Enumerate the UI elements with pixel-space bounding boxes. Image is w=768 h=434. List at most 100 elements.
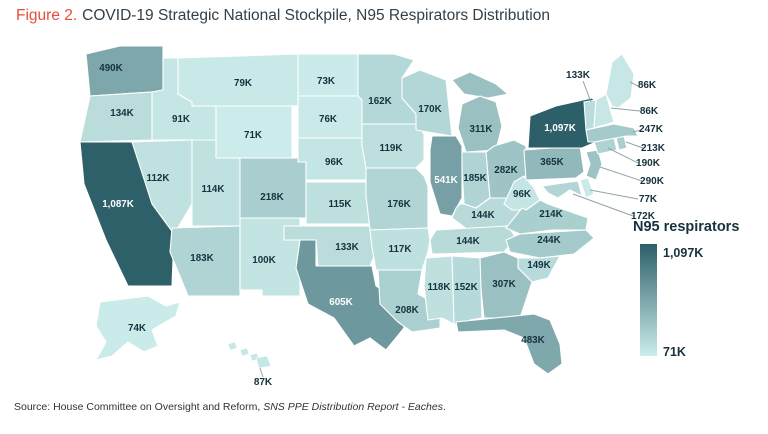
state-value-sd: 76K <box>319 114 337 125</box>
state-value-sc: 149K <box>527 260 550 271</box>
state-wv <box>503 175 541 211</box>
state-hi <box>255 355 272 369</box>
callout-line-hi <box>259 367 264 378</box>
state-ms <box>423 255 455 325</box>
state-value-mo: 176K <box>387 199 410 210</box>
state-value-ia: 119K <box>380 143 403 154</box>
state-value-pa: 365K <box>540 157 563 168</box>
state-ar <box>369 227 431 271</box>
state-mi <box>451 71 509 99</box>
state-value-az: 183K <box>190 253 213 264</box>
state-mo <box>365 167 429 231</box>
state-value-ne: 96K <box>325 157 343 168</box>
state-value-ut: 114K <box>202 184 225 195</box>
state-mi <box>457 95 503 153</box>
state-value-va: 214K <box>539 209 562 220</box>
state-wa <box>85 45 164 97</box>
state-value-ak: 74K <box>128 323 146 334</box>
state-az <box>169 225 241 297</box>
figure-number: Figure 2. <box>16 7 78 24</box>
state-value-ct: 190K <box>636 158 661 169</box>
figure-title-text: COVID-19 Strategic National Stockpile, N… <box>82 7 550 24</box>
state-tx <box>295 239 405 351</box>
legend-gradient-bar <box>640 244 657 356</box>
callout-line-me <box>629 81 639 87</box>
callout-line-nh <box>610 107 641 112</box>
callout-line-ma <box>632 129 642 133</box>
callout-labels-layer: 290K 77K 172K 190K 213K 247K 133K 86K 86K 87K <box>254 70 666 388</box>
state-value-wy: 71K <box>244 130 262 141</box>
state-value-in: 185K <box>463 173 486 184</box>
state-md <box>541 180 583 199</box>
source-prefix: Source: House Committee on Oversight and… <box>14 401 264 413</box>
state-value-hi: 87K <box>254 377 273 388</box>
state-hi <box>227 341 238 351</box>
state-il <box>429 135 463 217</box>
state-value-vt: 133K <box>566 70 591 81</box>
state-de <box>579 177 595 199</box>
state-value-de: 77K <box>639 194 658 205</box>
state-value-nm: 100K <box>252 255 275 266</box>
state-labels-layer: 490K 134K 1,087K 112K 91K 79K 71K 114K 218K 183K 1… <box>99 63 576 346</box>
state-me <box>605 53 635 109</box>
state-value-ny: 1,097K <box>544 123 576 134</box>
source-report-name: SNS PPE Distribution Report - Eaches <box>263 401 443 413</box>
source-suffix: . <box>442 401 446 413</box>
state-fl <box>455 313 563 375</box>
state-value-or: 134K <box>110 108 133 119</box>
figure-title: Figure 2. COVID-19 Strategic National Sto… <box>16 7 550 25</box>
callout-line-vt <box>582 80 592 103</box>
state-nj <box>585 149 603 181</box>
state-value-nd: 73K <box>317 76 335 87</box>
state-value-oh: 282K <box>494 165 517 176</box>
state-value-ky: 144K <box>471 210 494 221</box>
state-ga <box>479 251 533 319</box>
state-value-ri: 213K <box>641 143 666 154</box>
state-value-mn: 162K <box>368 96 391 107</box>
state-value-mi: 311K <box>470 124 493 135</box>
state-value-mt: 79K <box>234 78 252 89</box>
state-la <box>377 269 441 333</box>
state-nd <box>297 53 359 97</box>
state-value-al: 152K <box>454 282 477 293</box>
state-ma <box>585 123 639 143</box>
state-hi <box>239 347 250 357</box>
state-value-ks: 115K <box>329 199 352 210</box>
legend-min-label: 71K <box>663 345 686 359</box>
state-co <box>239 157 307 219</box>
callout-line-ct <box>607 147 639 164</box>
state-value-nc: 244K <box>537 235 560 246</box>
states-layer <box>79 45 639 375</box>
state-value-wa: 490K <box>99 63 122 74</box>
state-ak <box>95 295 181 361</box>
state-value-nj: 290K <box>640 176 665 187</box>
state-value-nh: 86K <box>640 106 659 117</box>
state-value-il: 541K <box>434 175 457 186</box>
state-value-me: 86K <box>638 80 657 91</box>
state-nc <box>505 229 595 259</box>
callout-line-nj <box>599 166 643 182</box>
state-value-ok: 133K <box>335 242 358 253</box>
callout-line-md <box>572 193 634 217</box>
state-value-ca: 1,087K <box>102 199 134 210</box>
state-value-wi: 170K <box>418 104 441 115</box>
legend-max-label: 1,097K <box>663 246 703 260</box>
state-value-fl: 483K <box>521 335 544 346</box>
state-value-wv: 96K <box>513 189 531 200</box>
state-value-md: 172K <box>631 211 656 222</box>
state-va <box>505 199 589 235</box>
legend-title: N95 respirators <box>633 219 739 235</box>
state-value-ma: 247K <box>639 124 664 135</box>
state-value-ar: 117K <box>389 244 412 255</box>
state-value-id: 91K <box>172 114 190 125</box>
state-value-tn: 144K <box>456 236 479 247</box>
state-wi <box>401 69 453 137</box>
legend: N95 respirators 1,097K 71K <box>633 219 739 359</box>
callout-line-de <box>589 189 639 200</box>
state-value-nv: 112K <box>147 173 170 184</box>
state-value-tx: 605K <box>329 297 352 308</box>
state-value-ga: 307K <box>492 279 515 290</box>
state-value-la: 208K <box>395 305 418 316</box>
state-value-co: 218K <box>260 192 283 203</box>
